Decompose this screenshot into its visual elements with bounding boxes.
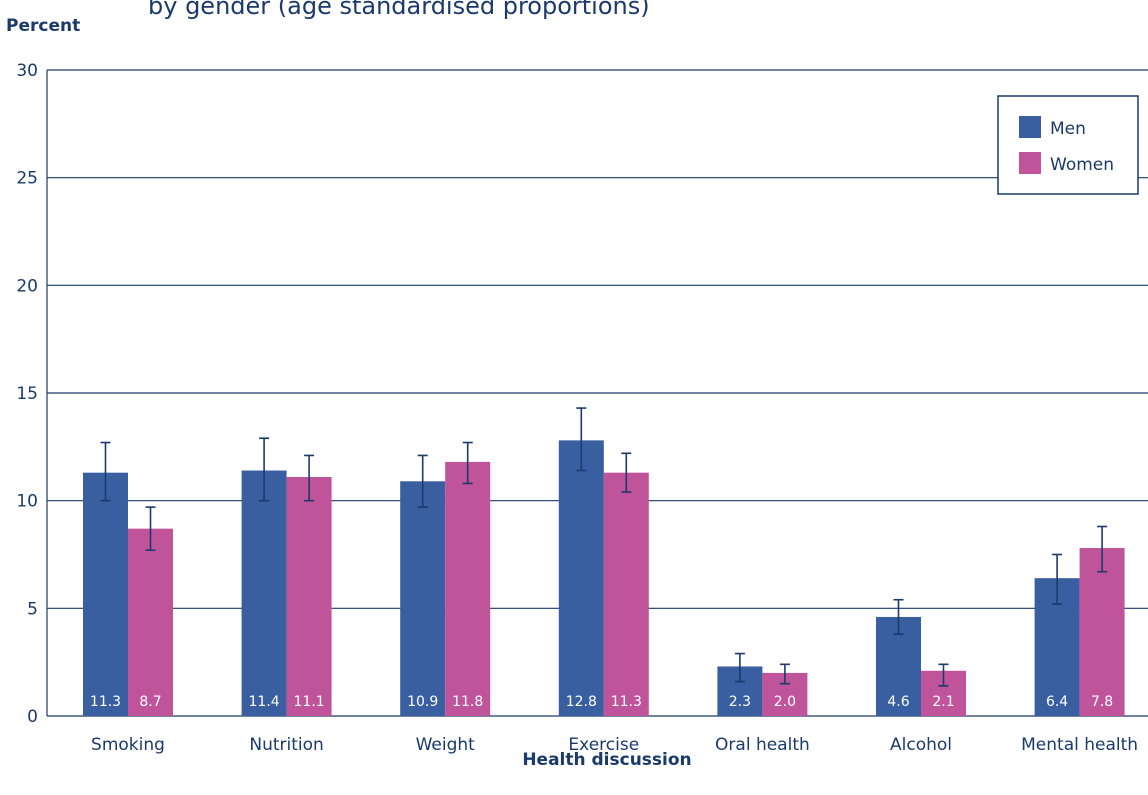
legend-swatch-men [1019,116,1041,138]
category-label: Weight [416,735,476,755]
category-label: Smoking [91,735,165,755]
bars [83,407,1125,716]
bar-men [241,470,287,716]
data-label: 2.1 [932,694,954,710]
y-tick-label: 30 [16,61,38,81]
data-label: 11.3 [611,694,642,710]
category-label: Exercise [568,735,639,755]
category-label: Nutrition [249,735,323,755]
x-axis-title: Health discussion [522,750,691,770]
category-label: Alcohol [890,735,952,755]
y-tick-label: 15 [16,384,38,404]
bar-women [445,461,491,716]
bar-men [558,440,604,716]
category-label: Oral health [715,735,810,755]
y-tick-label: 0 [27,707,38,727]
y-tick-label: 20 [16,276,38,296]
legend-label-men: Men [1050,119,1086,139]
chart-title: by gender (age standardised proportions) [148,0,650,20]
bar-women [128,528,173,716]
y-tick-label: 5 [27,599,38,619]
data-label: 11.8 [452,694,483,710]
data-label: 2.3 [729,694,751,710]
legend: Men Women [997,95,1139,195]
data-label: 11.3 [90,694,121,710]
bar-women [1079,548,1125,716]
data-label: 10.9 [407,694,438,710]
bar-women [286,476,332,716]
bar-men [83,472,128,716]
category-label: Mental health [1021,735,1138,755]
legend-label-women: Women [1050,155,1114,175]
data-label: 6.4 [1046,694,1068,710]
data-label: 11.1 [294,694,325,710]
data-label: 7.8 [1091,694,1113,710]
legend-box [997,95,1139,195]
labels: 0 5 10 15 20 25 30 11.3 8.7 Smoking 11.4 11.1 Nutrit… [16,61,1138,755]
bar-men [400,481,446,716]
data-label: 8.7 [139,694,161,710]
data-label: 12.8 [566,694,597,710]
data-label: 2.0 [774,694,796,710]
y-axis-title: Percent [6,16,80,36]
data-label: 11.4 [249,694,280,710]
data-label: 4.6 [887,694,909,710]
bar-women [603,472,649,716]
y-tick-label: 10 [16,492,38,512]
legend-swatch-women [1019,152,1041,174]
y-tick-label: 25 [16,169,38,189]
